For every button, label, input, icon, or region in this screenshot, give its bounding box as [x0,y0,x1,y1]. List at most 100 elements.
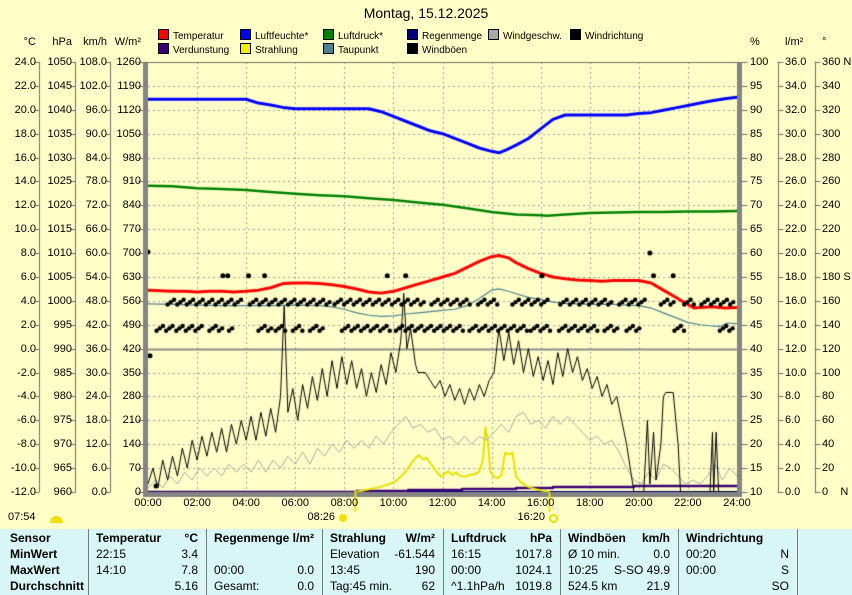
table-cell-value: S [780,563,789,577]
legend-label-strahlung: Strahlung [255,45,298,56]
legend-item-luftfeuchte: Luftfeuchte* [240,29,308,42]
table-cell-value: -61.544 [394,547,435,561]
axis-tick: 340 [822,79,841,92]
x-axis-label: 22:00 [674,497,702,509]
axis-tick: 95 [750,79,763,92]
legend-item-regenmenge: Regenmenge [407,29,482,42]
axis-tick: 0 N [822,486,849,498]
table-cell-value: 62 [421,579,435,593]
axis-tick: 22.0 [785,223,807,236]
axis-tick: 12.0 [14,199,36,212]
legend-color-luftfeuchte [240,29,251,40]
table-header: Temperatur [96,531,162,545]
legend-item-windgeschw: Windgeschw. [488,29,562,42]
legend-color-windrichtung [570,29,581,40]
table-cell-value: 1019.8 [515,579,552,593]
axis-tick: 78.0 [85,175,107,188]
axis-header-left-1: hPa [52,36,72,48]
axis-tick: 1190 [117,79,141,92]
axis-tick: 10.0 [785,366,807,379]
axis-tick: 45 [750,318,763,331]
axis-tick: 420 [122,342,141,355]
table-cell-label: 10:25 [568,563,599,577]
axis-tick: 0.0 [91,486,107,498]
axis-tick: 80 [822,390,835,403]
legend-label-verdunstung: Verdunstung [173,45,230,56]
table-cell-label: 524.5 km [568,579,618,593]
axis-tick: 24.0 [14,56,36,68]
axis-tick: 965 [53,462,72,475]
axis-tick: 1050 [116,127,141,140]
table-header-unit: W/m² [405,531,435,545]
axis-header-right-2: ° [822,36,827,48]
axis-tick: 160 [822,294,841,307]
sunset-icon [549,514,558,523]
x-axis-label: 02:00 [183,497,211,509]
axis-tick: 20.0 [14,103,36,116]
legend-label-windrichtung: Windrichtung [585,31,644,42]
axis-tick: 140 [822,318,841,331]
legend-item-taupunkt: Taupunkt [323,43,379,56]
axis-tick: 770 [122,223,141,236]
axis-tick: 8.0 [20,247,36,260]
table-header: Luftdruck [451,531,507,545]
axis-tick: 18.0 [85,414,107,427]
axis-tick: 20 [750,438,763,451]
sunrise-icon [339,514,347,522]
table-divider [560,529,561,595]
axis-tick: 630 [122,271,141,283]
table-header: Windböen [568,531,626,545]
table-header-unit: km/h [641,531,670,545]
axis-tick: 280 [122,390,141,403]
table-divider [322,529,323,595]
axis-tick: 995 [53,318,72,331]
axis-tick: -8.0 [17,438,36,451]
axis-tick: 1030 [47,151,72,164]
axis-tick: 48.0 [85,294,107,307]
axis-header-left-2: km/h [83,36,107,48]
table-cell-label: 16:15 [451,547,482,561]
axis-tick: 22.0 [14,79,36,92]
legend-color-windgeschw [488,29,499,40]
axis-tick: 85 [750,127,763,140]
table-cell-label: 00:00 [214,563,245,577]
axis-tick: 980 [122,151,141,164]
axis-tick: 700 [122,247,141,260]
table-row-label: MinWert [10,547,58,561]
axis-tick: 970 [53,438,72,451]
table-header: Strahlung [330,531,386,545]
axis-tick: 75 [750,175,763,188]
legend-item-luftdruck: Luftdruck* [323,29,383,42]
x-axis-label: 14:00 [477,497,506,509]
axis-tick: 12.0 [785,342,807,355]
axis-tick: 84.0 [85,151,107,164]
axis-tick: 180 S [822,271,851,283]
axis-tick: 40 [750,342,763,355]
axis-tick: 28.0 [785,151,807,164]
table-cell-value: 7.8 [181,563,198,577]
axis-tick: 14.0 [14,175,36,188]
axis-tick: 26.0 [785,175,807,188]
table-cell-value: 1017.8 [515,547,552,561]
axis-tick: 1045 [47,79,72,92]
axis-tick: 16.0 [785,294,807,307]
axis-tick: 120 [822,342,841,355]
table-cell-label: 14:10 [96,563,127,577]
table-header-unit: l/m² [292,531,314,545]
axis-tick: 100 [822,366,841,379]
table-header-unit: °C [184,531,198,545]
axis-tick: 32.0 [785,103,807,116]
legend-label-taupunkt: Taupunkt [338,45,379,56]
axis-header-left-0: °C [23,36,36,48]
axis-tick: 20 [822,462,835,475]
axis-tick: 90.0 [85,127,107,140]
legend-item-windrichtung: Windrichtung [570,29,644,42]
table-row-label: MaxWert [10,563,60,577]
axis-tick: 350 [122,366,141,379]
sunrise-time: 08:26 [307,511,335,523]
axis-header-right-0: % [750,36,760,48]
table-cell-value: SO [771,579,789,593]
axis-tick: 960 [53,486,72,498]
x-axis-label: 08:00 [330,497,359,509]
x-axis-label: 20:00 [625,497,653,509]
